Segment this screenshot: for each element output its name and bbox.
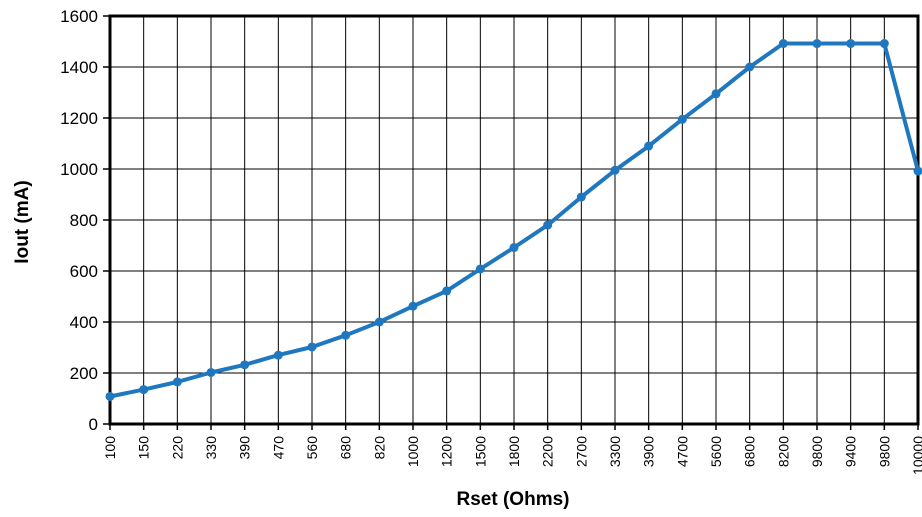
- x-axis-title: Rset (Ohms): [457, 489, 570, 510]
- x-tick-label: 2700: [573, 436, 589, 467]
- data-point: [913, 166, 922, 176]
- y-tick-label: 1400: [60, 58, 98, 77]
- x-tick-label: 3900: [641, 436, 657, 467]
- x-tick-label: 220: [169, 436, 185, 460]
- data-point: [576, 192, 586, 202]
- y-axis-title: Iout (mA): [12, 180, 33, 263]
- data-point: [206, 367, 216, 377]
- x-tick-label: 4700: [674, 436, 690, 467]
- x-tick-label: 10000: [910, 436, 922, 475]
- y-tick-label: 0: [89, 415, 98, 434]
- x-tick-label: 9400: [843, 436, 859, 467]
- data-point: [408, 301, 418, 311]
- x-tick-label: 1500: [472, 436, 488, 467]
- x-axis-ticks: 100 150 220 330 390 470 560 680 820 1000 1200 1500 1…: [102, 424, 922, 475]
- data-point: [610, 165, 620, 175]
- data-point: [677, 114, 687, 124]
- y-tick-label: 1200: [60, 109, 98, 128]
- data-point: [307, 342, 317, 352]
- x-tick-label: 820: [371, 436, 387, 460]
- data-point: [172, 377, 182, 387]
- data-point: [778, 39, 788, 49]
- x-tick-label: 9800: [809, 436, 825, 467]
- y-tick-label: 400: [70, 313, 98, 332]
- y-axis-ticks: 0 200 400 600 800 1000 1200 1400 1600: [60, 7, 110, 434]
- x-tick-label: 560: [304, 436, 320, 460]
- data-point: [273, 350, 283, 360]
- data-point: [644, 141, 654, 151]
- data-point: [745, 62, 755, 72]
- x-tick-label: 6800: [742, 436, 758, 467]
- grid: [109, 15, 919, 425]
- data-point: [543, 220, 553, 230]
- x-tick-label: 100: [102, 436, 118, 460]
- data-point: [139, 385, 149, 395]
- x-tick-label: 1200: [439, 436, 455, 467]
- x-tick-label: 1800: [506, 436, 522, 467]
- data-point: [509, 243, 519, 253]
- x-tick-label: 470: [270, 436, 286, 460]
- data-point: [341, 330, 351, 340]
- y-tick-label: 800: [70, 211, 98, 230]
- y-tick-label: 1600: [60, 7, 98, 26]
- data-point: [812, 39, 822, 49]
- x-tick-label: 680: [338, 436, 354, 460]
- data-point: [240, 360, 250, 370]
- x-tick-label: 3300: [607, 436, 623, 467]
- data-point: [711, 89, 721, 99]
- x-tick-label: 1000: [405, 436, 421, 467]
- x-tick-label: 330: [203, 436, 219, 460]
- series: [105, 39, 922, 401]
- y-tick-label: 600: [70, 262, 98, 281]
- data-point: [442, 286, 452, 296]
- x-tick-label: 5600: [708, 436, 724, 467]
- data-point: [879, 39, 889, 49]
- data-point: [374, 317, 384, 327]
- data-point: [846, 39, 856, 49]
- y-tick-label: 200: [70, 364, 98, 383]
- x-tick-label: 8200: [775, 436, 791, 467]
- x-tick-label: 2200: [540, 436, 556, 467]
- y-tick-label: 1000: [60, 160, 98, 179]
- x-tick-label: 150: [136, 436, 152, 460]
- x-tick-label: 390: [237, 436, 253, 460]
- x-tick-label: 9800: [876, 436, 892, 467]
- data-point: [475, 264, 485, 274]
- data-point: [105, 391, 115, 401]
